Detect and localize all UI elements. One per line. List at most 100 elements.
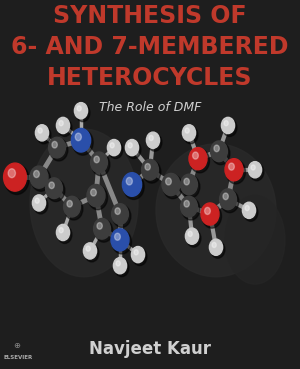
Ellipse shape (30, 129, 138, 277)
Circle shape (162, 173, 180, 196)
Circle shape (64, 196, 80, 217)
Text: ⊕: ⊕ (13, 341, 20, 349)
Circle shape (209, 239, 223, 255)
Circle shape (145, 163, 150, 170)
Circle shape (88, 186, 107, 210)
Circle shape (56, 117, 70, 134)
Circle shape (123, 174, 144, 200)
Circle shape (67, 200, 72, 207)
Circle shape (122, 173, 142, 196)
Circle shape (250, 163, 264, 181)
Circle shape (59, 228, 63, 233)
Circle shape (92, 154, 110, 176)
Circle shape (86, 246, 90, 251)
Circle shape (193, 152, 198, 159)
Circle shape (229, 163, 234, 170)
Circle shape (113, 205, 131, 227)
Circle shape (59, 121, 63, 126)
Circle shape (116, 261, 120, 266)
Circle shape (112, 230, 131, 254)
Circle shape (97, 223, 102, 229)
Circle shape (184, 200, 189, 207)
Circle shape (91, 152, 107, 173)
Circle shape (224, 121, 228, 126)
Circle shape (111, 229, 129, 251)
Text: ELSEVIER: ELSEVIER (3, 355, 33, 361)
Circle shape (91, 189, 96, 196)
Circle shape (109, 141, 123, 159)
Circle shape (94, 156, 99, 163)
Circle shape (223, 119, 237, 137)
Circle shape (202, 204, 221, 228)
Circle shape (211, 241, 225, 258)
Circle shape (30, 166, 48, 188)
Text: Navjeet Kaur: Navjeet Kaur (89, 340, 211, 358)
Circle shape (4, 164, 29, 194)
Circle shape (184, 126, 198, 144)
Circle shape (35, 125, 49, 141)
Circle shape (107, 139, 121, 156)
Circle shape (146, 132, 160, 148)
Circle shape (212, 142, 230, 165)
Circle shape (72, 130, 93, 155)
Circle shape (244, 204, 258, 221)
Circle shape (112, 204, 128, 224)
Circle shape (110, 143, 114, 148)
Circle shape (76, 104, 90, 122)
Circle shape (83, 243, 97, 259)
Circle shape (223, 193, 228, 200)
Circle shape (221, 117, 235, 134)
Circle shape (189, 148, 207, 170)
Circle shape (34, 170, 39, 177)
Circle shape (148, 134, 162, 151)
Circle shape (142, 159, 158, 180)
Circle shape (187, 230, 201, 247)
Circle shape (181, 196, 197, 217)
Circle shape (188, 231, 192, 237)
Circle shape (185, 128, 189, 133)
Text: HETEROCYCLES: HETEROCYCLES (47, 66, 253, 90)
Circle shape (77, 106, 81, 111)
Circle shape (52, 141, 57, 148)
Circle shape (85, 244, 99, 262)
Circle shape (211, 141, 227, 162)
Circle shape (4, 163, 26, 191)
Circle shape (58, 226, 72, 244)
Circle shape (125, 139, 139, 156)
Text: 6- AND 7-MEMBERED: 6- AND 7-MEMBERED (11, 35, 289, 59)
Circle shape (149, 135, 153, 141)
Circle shape (182, 198, 200, 220)
Circle shape (95, 220, 113, 242)
Circle shape (115, 259, 129, 277)
Circle shape (113, 258, 127, 274)
Circle shape (212, 242, 216, 248)
Circle shape (115, 208, 120, 214)
Circle shape (128, 143, 132, 148)
Circle shape (245, 206, 249, 211)
Circle shape (127, 141, 141, 159)
Circle shape (131, 246, 145, 263)
Circle shape (65, 198, 83, 220)
Circle shape (143, 161, 161, 183)
Circle shape (248, 162, 262, 178)
Circle shape (205, 207, 210, 214)
Circle shape (221, 190, 239, 213)
Circle shape (226, 160, 245, 184)
Circle shape (34, 196, 48, 214)
Circle shape (201, 203, 219, 225)
Circle shape (134, 250, 138, 255)
Circle shape (35, 198, 39, 203)
Circle shape (190, 149, 209, 173)
Circle shape (71, 128, 91, 152)
Text: SYNTHESIS OF: SYNTHESIS OF (53, 4, 247, 28)
Circle shape (181, 174, 197, 195)
Circle shape (46, 178, 62, 199)
Circle shape (37, 126, 51, 144)
Circle shape (115, 233, 120, 240)
Circle shape (184, 178, 189, 185)
Circle shape (38, 128, 42, 133)
Circle shape (185, 228, 199, 244)
Circle shape (47, 179, 65, 201)
Circle shape (251, 165, 255, 170)
Circle shape (8, 169, 16, 178)
